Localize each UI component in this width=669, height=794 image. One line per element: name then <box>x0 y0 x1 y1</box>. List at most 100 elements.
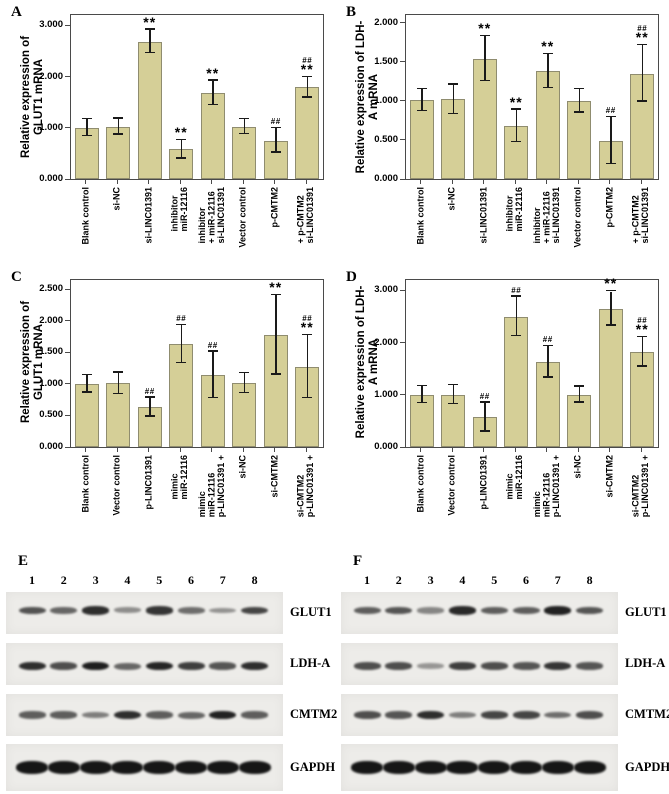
lane-number: 3 <box>92 573 99 587</box>
protein-band <box>478 761 511 774</box>
error-bar-cap <box>605 115 616 118</box>
protein-band <box>50 711 78 719</box>
error-bar-cap <box>270 151 281 153</box>
protein-band <box>145 606 173 615</box>
error-bar-cap <box>605 324 616 326</box>
error-bar-cap <box>511 140 522 143</box>
protein-band <box>417 663 445 669</box>
protein-band <box>544 711 572 719</box>
sig-line: ** <box>635 321 649 338</box>
significance-marks: ** <box>159 125 203 139</box>
error-bar-cap <box>574 111 585 113</box>
error-bar-cap <box>302 333 313 336</box>
bar <box>409 394 434 447</box>
error-bar <box>515 109 517 143</box>
x-axis-label: si-LINC01391 + p-CMTM2 <box>630 187 651 244</box>
y-axis-title: Relative expression of LDH- A mRNA <box>355 285 380 439</box>
protein-band <box>448 606 476 615</box>
bar <box>567 100 592 179</box>
protein-band <box>448 662 476 671</box>
protein-band <box>113 710 141 720</box>
error-bar <box>243 373 245 394</box>
protein-band <box>512 606 540 615</box>
error-bar-cap <box>448 83 459 85</box>
error-bar-cap <box>207 350 218 352</box>
y-tick-label: 0.000 <box>374 441 398 452</box>
lane-number: 6 <box>523 573 529 587</box>
lane-number: 1 <box>364 573 370 587</box>
x-axis-label: p-CMTM2 <box>269 187 279 228</box>
x-axis-label: miR-12116 mimic <box>169 455 190 500</box>
protein-band <box>353 662 381 670</box>
blot-strip <box>6 592 283 634</box>
error-bar <box>484 402 486 432</box>
y-tick-label: 1.500 <box>39 346 63 358</box>
bar <box>598 308 623 447</box>
error-bar <box>484 36 486 82</box>
panel-letter: A <box>11 4 22 20</box>
error-bar-cap <box>302 75 313 78</box>
sig-line: ** <box>300 61 314 78</box>
protein-band <box>82 711 110 719</box>
x-tick-mark <box>274 180 276 184</box>
panel-A: A Relative expression of GLUT1 mRNA 0.00… <box>0 0 334 265</box>
error-bar <box>641 45 643 102</box>
x-tick-mark <box>451 180 453 184</box>
protein-band <box>145 711 173 719</box>
lane-number: 4 <box>124 573 131 587</box>
x-tick-mark <box>305 180 307 184</box>
sig-line: ** <box>478 20 492 37</box>
x-tick-mark <box>116 180 118 184</box>
x-tick-mark <box>211 180 213 184</box>
protein-band <box>113 662 141 670</box>
x-axis-label: p-LINC01391 + miR-12116 mimic <box>531 455 561 518</box>
error-bar-cap <box>176 157 187 159</box>
lane-number: 1 <box>29 573 35 587</box>
protein-band <box>512 662 540 670</box>
x-tick-mark <box>85 448 87 452</box>
panel-B: B Relative expression of LDH- A mRNA 0.0… <box>335 0 669 265</box>
protein-band <box>50 662 78 670</box>
protein-band <box>573 761 606 774</box>
blot-strip <box>341 694 618 736</box>
x-axis-label: si-NC <box>111 187 122 211</box>
x-tick-mark <box>179 448 181 452</box>
protein-band <box>209 662 237 670</box>
error-bar <box>306 77 308 98</box>
significance-marks: ## ** <box>620 25 664 45</box>
x-axis-label: Blank control <box>415 455 425 513</box>
error-bar-cap <box>144 415 155 417</box>
protein-band <box>177 607 205 614</box>
bar <box>409 100 434 179</box>
plot-area: 0.000 1.000 2.000 3.000 ** ** ** ## ## ** <box>39 14 324 184</box>
y-tick-label: 1.000 <box>39 121 63 133</box>
error-bar-cap <box>81 391 92 393</box>
error-bar-cap <box>605 162 616 165</box>
blot-strip <box>6 643 283 685</box>
bar <box>295 87 320 179</box>
blot-strip <box>6 744 283 791</box>
sig-line: ## <box>302 314 313 324</box>
sig-line: ** <box>206 64 220 81</box>
sig-line: ## <box>302 56 313 66</box>
error-bar <box>117 118 119 135</box>
bar <box>232 126 257 179</box>
protein-band <box>385 606 413 615</box>
protein-band <box>541 761 574 774</box>
error-bar-cap <box>207 103 218 106</box>
significance-marks: ** <box>494 95 538 109</box>
error-bar <box>578 89 580 113</box>
x-tick-mark <box>640 180 642 184</box>
x-axis-labels: Blank control Vector control p-LINC01391 mi… <box>405 448 659 545</box>
y-tick-mark <box>65 414 71 416</box>
protein-band <box>79 761 112 774</box>
error-bar-cap <box>511 334 522 337</box>
error-bar <box>149 29 151 54</box>
error-bar-cap <box>81 134 92 137</box>
protein-band <box>18 661 46 671</box>
sig-line: ## <box>270 117 281 127</box>
protein-band <box>480 662 508 670</box>
error-bar <box>86 119 88 137</box>
x-axis-labels: Blank control si-NC si-LINC01391 miR-12116 … <box>70 180 324 265</box>
bar <box>567 394 592 447</box>
